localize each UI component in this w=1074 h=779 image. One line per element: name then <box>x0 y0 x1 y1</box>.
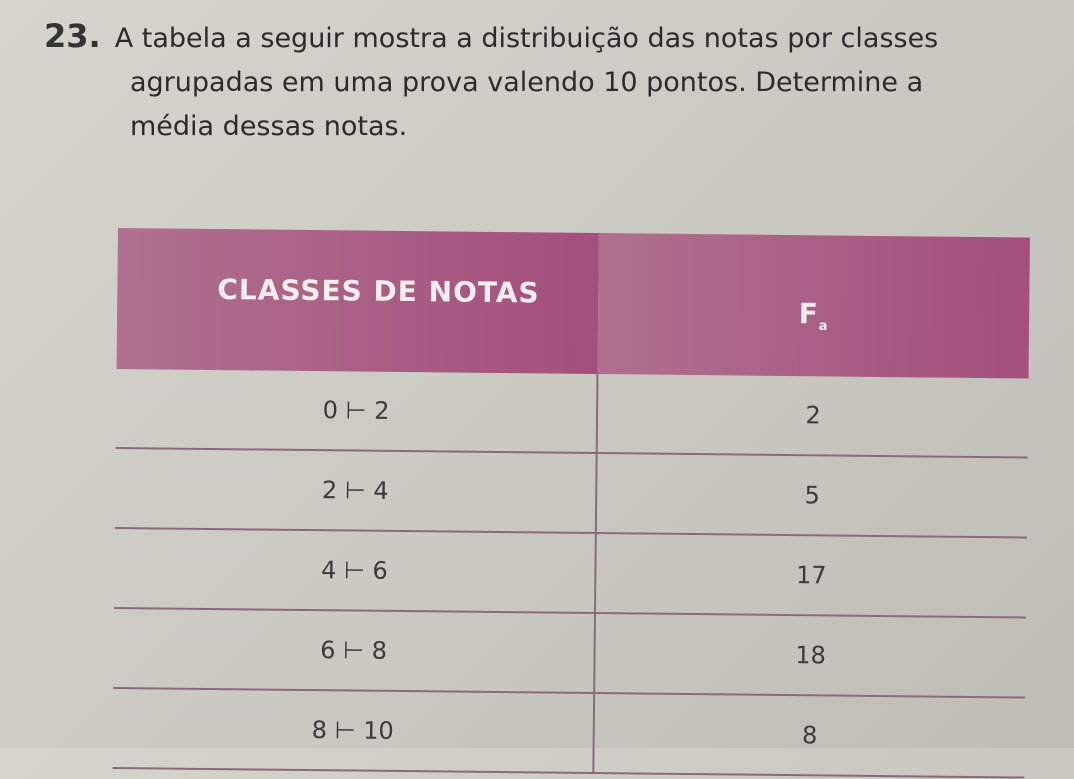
header-classes: CLASSES DE NOTAS <box>116 228 599 375</box>
freq-subscript: a <box>818 318 829 334</box>
freq-cell: 18 <box>594 613 1026 698</box>
table-header: CLASSES DE NOTAS Fa <box>116 228 1030 379</box>
class-cell: 0 ⊢ 2 <box>115 368 598 454</box>
freq-symbol: F <box>798 296 819 331</box>
class-cell: 6 ⊢ 8 <box>113 607 595 694</box>
table-row: 8 ⊢ 10 8 <box>112 687 1026 778</box>
header-frequency: Fa <box>597 233 1030 379</box>
question-number: 23. <box>44 17 101 55</box>
freq-cell: 8 <box>593 693 1026 778</box>
table-row: 6 ⊢ 8 18 <box>113 607 1026 698</box>
freq-cell: 5 <box>595 453 1028 538</box>
class-cell: 8 ⊢ 10 <box>112 687 595 774</box>
question-line-1: A tabela a seguir mostra a distribuição … <box>114 23 939 54</box>
question-text: 23. A tabela a seguir mostra a distribuiç… <box>44 14 1054 149</box>
freq-cell: 2 <box>596 374 1029 458</box>
question-line-3: média dessas notas. <box>130 111 408 142</box>
question-line-2: agrupadas em uma prova valendo 10 pontos… <box>130 67 924 98</box>
class-cell: 2 ⊢ 4 <box>114 447 597 534</box>
table-row: 4 ⊢ 6 17 <box>114 527 1027 618</box>
freq-cell: 17 <box>594 533 1027 618</box>
class-cell: 4 ⊢ 6 <box>114 527 596 614</box>
